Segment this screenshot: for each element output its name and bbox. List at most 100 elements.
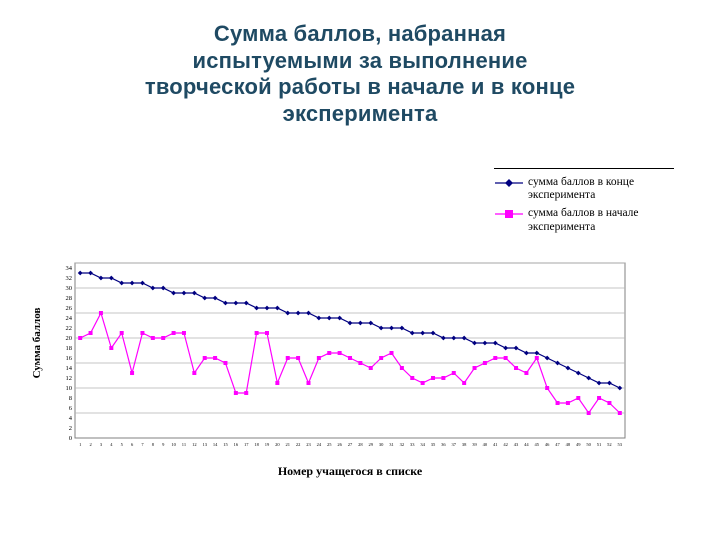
data-point-marker <box>597 396 602 400</box>
data-point-marker <box>213 356 218 360</box>
x-tick-label: 3 <box>100 442 103 447</box>
data-point-marker <box>368 366 373 370</box>
data-point-marker <box>430 330 436 336</box>
legend-marker-end-icon <box>495 179 523 187</box>
data-point-marker <box>399 366 404 370</box>
x-tick-label: 39 <box>472 442 477 447</box>
x-tick-label: 20 <box>275 442 280 447</box>
y-tick-label: 16 <box>66 355 73 362</box>
y-tick-label: 0 <box>69 435 72 442</box>
gridlines <box>75 262 625 414</box>
data-point-marker <box>347 320 353 326</box>
x-tick-label: 12 <box>192 442 197 447</box>
x-tick-label: 36 <box>441 442 446 447</box>
x-tick-label: 48 <box>566 442 571 447</box>
data-point-marker <box>472 366 477 370</box>
x-tick-label: 15 <box>223 442 228 447</box>
x-tick-label: 43 <box>514 442 519 447</box>
data-point-marker <box>576 396 581 400</box>
y-tick-label: 28 <box>66 295 73 302</box>
x-tick-label: 44 <box>524 442 529 447</box>
data-point-marker <box>514 366 519 370</box>
data-point-marker <box>119 331 124 335</box>
data-point-marker <box>617 411 622 415</box>
y-tick-label: 32 <box>66 275 73 282</box>
data-point-marker <box>192 371 197 375</box>
data-point-marker <box>150 336 155 340</box>
x-tick-label: 26 <box>337 442 342 447</box>
data-point-marker <box>285 356 290 360</box>
data-point-marker <box>565 401 570 405</box>
y-tick-label: 4 <box>69 415 73 422</box>
x-tick-label: 30 <box>379 442 384 447</box>
x-tick-label: 31 <box>389 442 394 447</box>
data-point-marker <box>555 401 560 405</box>
data-point-marker <box>306 310 311 316</box>
chart-legend: сумма баллов в конце эксперимента сумма … <box>494 168 674 239</box>
legend-item-end: сумма баллов в конце эксперимента <box>494 176 674 202</box>
legend-marker-start-icon <box>495 210 523 219</box>
data-point-marker <box>431 376 436 380</box>
data-point-marker <box>98 311 103 315</box>
x-tick-label: 13 <box>202 442 207 447</box>
y-tick-label: 12 <box>66 375 73 382</box>
x-tick-label: 14 <box>213 442 218 447</box>
data-point-marker <box>482 361 487 365</box>
legend-label-start: сумма баллов в начале эксперимента <box>528 207 639 233</box>
x-tick-label: 19 <box>265 442 270 447</box>
y-tick-label: 6 <box>69 405 73 412</box>
data-point-marker <box>534 356 539 360</box>
data-point-marker <box>337 315 343 321</box>
x-axis-title: Номер учащегося в списке <box>278 464 423 478</box>
x-tick-label: 32 <box>400 442 405 447</box>
y-tick-label: 10 <box>66 385 73 392</box>
data-point-marker <box>358 361 363 365</box>
y-tick-label: 34 <box>66 265 73 272</box>
x-tick-label: 25 <box>327 442 332 447</box>
x-tick-label: 10 <box>171 442 176 447</box>
y-tick-label: 2 <box>69 425 72 432</box>
data-point-marker <box>545 386 550 390</box>
x-tick-label: 33 <box>410 442 415 447</box>
x-tick-label: 52 <box>607 442 612 447</box>
x-tick-label: 9 <box>162 442 165 447</box>
data-point-marker <box>98 275 104 281</box>
data-point-marker <box>244 391 249 395</box>
x-tick-label: 50 <box>586 442 591 447</box>
x-tick-label: 27 <box>348 442 353 447</box>
data-point-marker <box>316 356 321 360</box>
data-point-marker <box>420 330 426 336</box>
data-point-marker <box>389 351 394 355</box>
data-point-marker <box>607 401 612 405</box>
x-tick-label: 28 <box>358 442 363 447</box>
slide-title: Сумма баллов, набранная испытуемыми за в… <box>144 20 576 127</box>
x-tick-label: 34 <box>420 442 425 447</box>
x-tick-label: 1 <box>79 442 81 447</box>
data-point-marker <box>420 381 425 385</box>
data-point-marker <box>296 356 301 360</box>
x-tick-label: 45 <box>535 442 540 447</box>
x-tick-label: 11 <box>182 442 186 447</box>
data-point-marker <box>586 411 591 415</box>
x-axis-tick-labels: 1 2 3 4 5 6 7 8 9 10 11 12 13 14 15 16 17 18 19 20 21 22 23 24 2… <box>79 442 623 447</box>
x-tick-label: 4 <box>110 442 113 447</box>
data-point-marker <box>410 376 415 380</box>
x-tick-label: 17 <box>244 442 249 447</box>
data-point-marker <box>378 325 384 331</box>
x-tick-label: 5 <box>121 442 124 447</box>
data-point-marker <box>524 371 529 375</box>
data-point-marker <box>534 350 540 356</box>
data-point-marker <box>202 356 207 360</box>
data-point-marker <box>233 391 238 395</box>
y-tick-label: 22 <box>66 325 73 332</box>
data-point-marker <box>140 331 145 335</box>
data-point-marker <box>264 331 269 335</box>
data-point-marker <box>316 315 322 321</box>
y-tick-label: 20 <box>66 335 73 342</box>
series-start-experiment <box>78 311 622 415</box>
x-tick-label: 40 <box>483 442 488 447</box>
x-tick-label: 35 <box>431 442 436 447</box>
x-tick-label: 8 <box>152 442 155 447</box>
